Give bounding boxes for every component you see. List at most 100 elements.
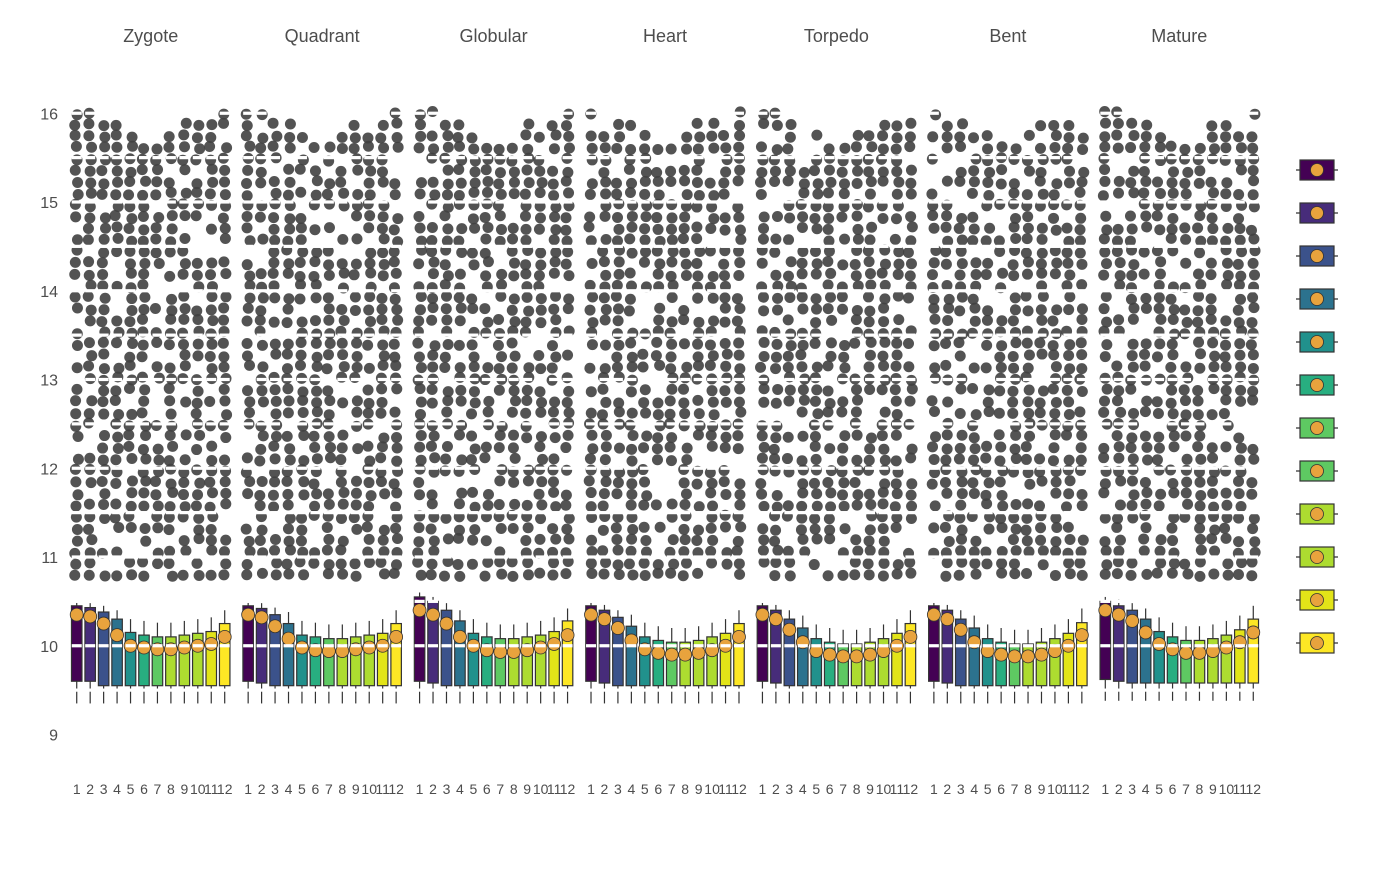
grid-dash xyxy=(1248,378,1258,381)
grid-dash xyxy=(152,112,162,115)
grid-dash xyxy=(929,378,939,381)
grid-dash xyxy=(193,555,203,558)
grid-dash xyxy=(455,289,465,292)
grid-dash xyxy=(784,733,794,736)
grid-dash xyxy=(1194,733,1204,736)
grid-dash xyxy=(1114,600,1124,603)
grid-dash xyxy=(1063,378,1073,381)
outlier-point xyxy=(652,443,663,454)
grid-dash xyxy=(441,600,451,603)
grid-dash xyxy=(179,378,189,381)
grid-dash xyxy=(482,378,492,381)
grid-dash xyxy=(667,245,677,248)
grid-dash xyxy=(667,422,677,425)
grid-dash xyxy=(1100,289,1110,292)
grid-dash xyxy=(640,200,650,203)
grid-dash xyxy=(549,156,559,159)
grid-dash xyxy=(126,600,136,603)
grid-dash xyxy=(220,644,230,647)
grid-dash xyxy=(852,733,862,736)
grid-dash xyxy=(956,245,966,248)
grid-dash xyxy=(694,600,704,603)
grid-dash xyxy=(257,289,267,292)
grid-dash xyxy=(324,733,334,736)
x-tick-label: 2 xyxy=(429,781,437,797)
y-tick-label: 9 xyxy=(49,728,58,745)
grid-dash xyxy=(1248,511,1258,514)
outlier-point xyxy=(1233,433,1244,444)
grid-dash xyxy=(811,467,821,470)
grid-dash xyxy=(522,467,532,470)
outlier-point xyxy=(1233,305,1244,316)
grid-dash xyxy=(495,245,505,248)
grid-dash xyxy=(139,156,149,159)
grid-dash xyxy=(152,422,162,425)
grid-dash xyxy=(1100,689,1110,692)
grid-dash xyxy=(1235,245,1245,248)
grid-dash xyxy=(415,467,425,470)
grid-dash xyxy=(99,689,109,692)
x-tick-label: 3 xyxy=(443,781,451,797)
grid-dash xyxy=(905,200,915,203)
grid-dash xyxy=(1168,200,1178,203)
grid-dash xyxy=(522,156,532,159)
grid-dash xyxy=(942,334,952,337)
grid-dash xyxy=(734,600,744,603)
grid-dash xyxy=(378,334,388,337)
grid-dash xyxy=(798,733,808,736)
grid-dash xyxy=(257,156,267,159)
outlier-point xyxy=(1037,234,1048,245)
grid-dash xyxy=(166,156,176,159)
x-tick-label: 12 xyxy=(217,781,233,797)
grid-dash xyxy=(139,289,149,292)
grid-dash xyxy=(626,156,636,159)
grid-dash xyxy=(378,289,388,292)
grid-dash xyxy=(415,555,425,558)
outlier-point xyxy=(255,500,266,511)
grid-dash xyxy=(586,733,596,736)
grid-dash xyxy=(1127,467,1137,470)
x-tick-label: 2 xyxy=(258,781,266,797)
grid-dash xyxy=(892,555,902,558)
grid-dash xyxy=(969,644,979,647)
grid-dash xyxy=(139,422,149,425)
grid-dash xyxy=(721,600,731,603)
grid-dash xyxy=(1221,334,1231,337)
grid-dash xyxy=(599,644,609,647)
grid-dash xyxy=(1235,600,1245,603)
grid-dash xyxy=(757,511,767,514)
grid-dash xyxy=(626,422,636,425)
grid-dash xyxy=(126,378,136,381)
grid-dash xyxy=(139,467,149,470)
grid-dash xyxy=(270,733,280,736)
x-tick-label: 4 xyxy=(113,781,121,797)
grid-dash xyxy=(337,289,347,292)
grid-dash xyxy=(549,378,559,381)
grid-dash xyxy=(771,511,781,514)
grid-dash xyxy=(1063,112,1073,115)
grid-dash xyxy=(85,644,95,647)
grid-dash xyxy=(586,200,596,203)
x-tick-label: 4 xyxy=(970,781,978,797)
grid-dash xyxy=(324,600,334,603)
grid-dash xyxy=(441,644,451,647)
grid-dash xyxy=(1154,200,1164,203)
grid-dash xyxy=(707,511,717,514)
grid-dash xyxy=(179,422,189,425)
outlier-point xyxy=(1165,362,1176,373)
grid-dash xyxy=(811,555,821,558)
grid-dash xyxy=(1077,467,1087,470)
grid-dash xyxy=(1194,689,1204,692)
grid-dash xyxy=(838,733,848,736)
grid-dash xyxy=(257,555,267,558)
outlier-point xyxy=(454,571,465,582)
grid-dash xyxy=(996,378,1006,381)
grid-dash xyxy=(351,334,361,337)
grid-dash xyxy=(983,156,993,159)
outlier-point xyxy=(1207,213,1218,224)
grid-dash xyxy=(337,334,347,337)
outlier-point xyxy=(967,383,978,394)
grid-dash xyxy=(166,467,176,470)
grid-dash xyxy=(179,334,189,337)
x-tick-label: 5 xyxy=(641,781,649,797)
